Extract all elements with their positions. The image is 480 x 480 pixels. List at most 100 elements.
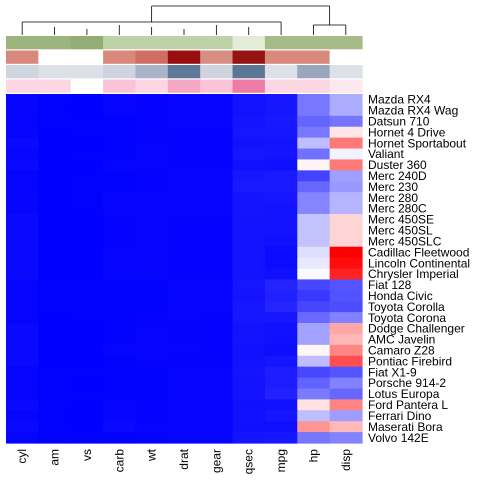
annotation-cell [6, 50, 39, 64]
annotation-cell [264, 50, 298, 64]
heatmap-cell [200, 366, 234, 379]
column-labels: cyl am vs carb wt drat gear qsec mpg hp disp [15, 448, 353, 474]
heatmap-cell [103, 104, 137, 117]
heatmap-cell [6, 170, 39, 182]
heatmap-cell [135, 203, 169, 215]
column-label: hp [306, 449, 320, 463]
heatmap-cell [167, 366, 201, 379]
annotation-cell [232, 79, 266, 93]
heatmap-cell [200, 257, 234, 270]
heatmap-cell [38, 159, 72, 171]
row-label: Toyota Corolla [368, 300, 445, 314]
heatmap-cell [38, 279, 72, 291]
heatmap-cell [264, 213, 298, 226]
heatmap-cell [167, 181, 201, 193]
heatmap-cell [297, 268, 331, 281]
heatmap-cell [232, 366, 266, 379]
heatmap-cell [329, 377, 363, 390]
heatmap-cell [70, 94, 104, 106]
heatmap-cell [38, 246, 72, 259]
heatmap-cell [38, 104, 72, 117]
annotation-cell [329, 50, 363, 64]
annotation-cell [70, 79, 104, 93]
heatmap-cell [6, 301, 39, 313]
heatmap-cell [6, 399, 39, 411]
heatmap-cell [297, 421, 331, 433]
heatmap-cell [135, 432, 169, 444]
heatmap-cell [38, 410, 72, 422]
heatmap-cell [103, 170, 137, 182]
heatmap-cell [232, 399, 266, 411]
heatmap-cell [6, 181, 39, 193]
heatmap-cell [297, 377, 331, 390]
heatmap-cell [135, 137, 169, 150]
heatmap-cell [38, 137, 72, 150]
heatmap-cell [6, 192, 39, 204]
heatmap-cell [200, 421, 234, 433]
heatmap-cell [70, 104, 104, 117]
heatmap-cell [70, 170, 104, 182]
heatmap-cell [70, 137, 104, 150]
heatmap-cell [70, 290, 104, 302]
annotation-cell [38, 36, 72, 50]
heatmap-cell [38, 432, 72, 444]
heatmap-cell [103, 344, 137, 357]
heatmap-cell [232, 410, 266, 422]
heatmap-cell [167, 213, 201, 226]
heatmap-cell [167, 159, 201, 171]
row-label: AMC Javelin [368, 333, 435, 347]
row-label: Datsun 710 [368, 114, 430, 128]
heatmap-cell [232, 224, 266, 237]
heatmap-cell [6, 355, 39, 368]
heatmap-cell [200, 399, 234, 411]
heatmap-cell [38, 203, 72, 215]
heatmap-cell [297, 388, 331, 400]
heatmap-cell [6, 323, 39, 335]
row-label: Dodge Challenger [368, 322, 465, 336]
heatmap-cell [329, 203, 363, 215]
heatmap-cell [297, 410, 331, 422]
heatmap-cell [329, 170, 363, 182]
annotation-cell [232, 50, 266, 64]
heatmap-cell [103, 246, 137, 259]
heatmap-cell [38, 115, 72, 128]
heatmap-cell [135, 388, 169, 400]
heatmap-cell [200, 246, 234, 259]
row-label: Ferrari Dino [368, 409, 432, 423]
annotation-cell [329, 65, 363, 79]
heatmap-cell [38, 94, 72, 106]
heatmap-cell [38, 377, 72, 390]
heatmap-cell [329, 279, 363, 291]
heatmap-cell [232, 159, 266, 171]
heatmap-cell [200, 181, 234, 193]
heatmap-cell [264, 301, 298, 313]
heatmap-cell [200, 224, 234, 237]
heatmap-cell [167, 355, 201, 368]
heatmap-cell [135, 126, 169, 139]
annotation-cell [103, 65, 137, 79]
heatmap-cell [70, 388, 104, 400]
heatmap-cell [200, 170, 234, 182]
heatmap-cell [264, 388, 298, 400]
heatmap-cell [167, 432, 201, 444]
heatmap-cell [38, 333, 72, 346]
heatmap-cell [329, 94, 363, 106]
heatmap-cell [38, 213, 72, 226]
heatmap-cell [135, 104, 169, 117]
heatmap-cell [103, 388, 137, 400]
heatmap-cell [103, 224, 137, 237]
heatmap-cell [329, 126, 363, 139]
heatmap-cell [232, 388, 266, 400]
heatmap-cell [264, 344, 298, 357]
heatmap-cell [297, 235, 331, 248]
heatmap-cell [167, 257, 201, 270]
heatmap-cell [38, 323, 72, 335]
heatmap-cell [200, 312, 234, 324]
heatmap-cell [264, 421, 298, 433]
heatmap-cell [329, 333, 363, 346]
annotation-cell [38, 50, 72, 64]
heatmap-cell [264, 224, 298, 237]
row-label: Cadillac Fleetwood [368, 245, 469, 259]
heatmap-cell [264, 268, 298, 281]
heatmap-cell [200, 355, 234, 368]
